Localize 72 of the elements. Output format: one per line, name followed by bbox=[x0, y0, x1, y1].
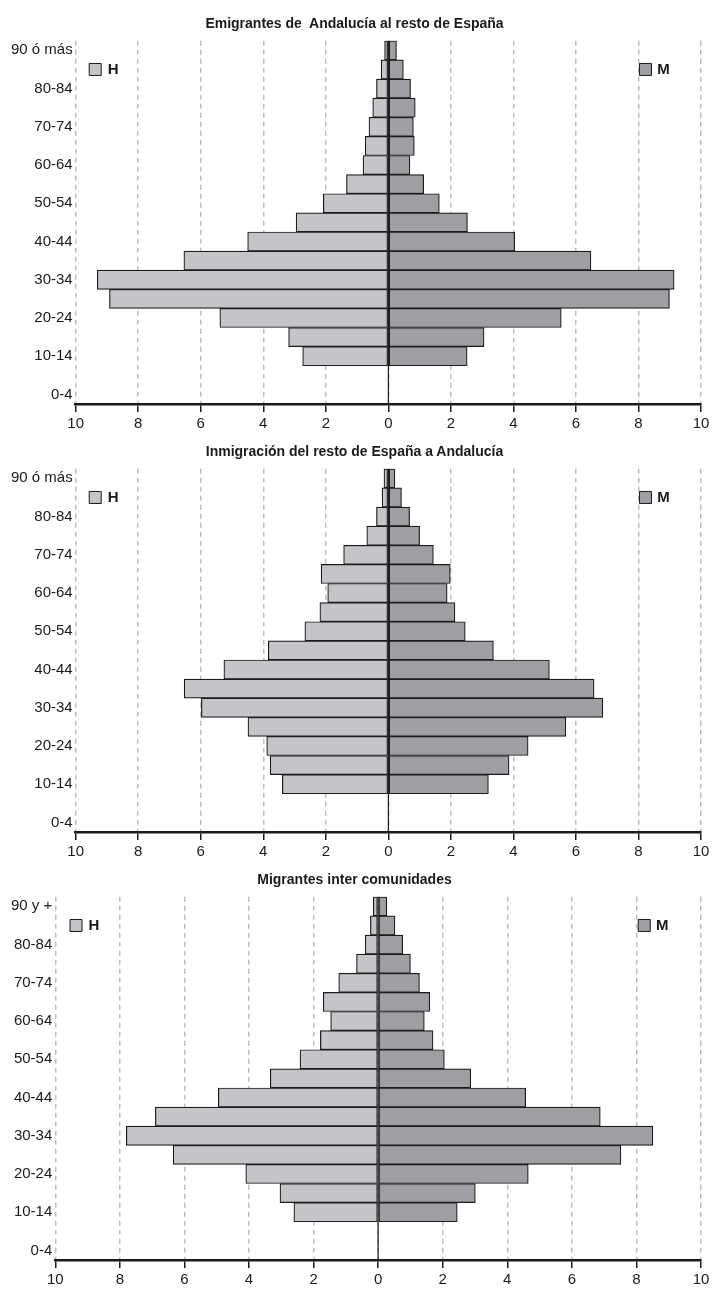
y-tick-label: 70-74 bbox=[34, 544, 73, 562]
x-tick-label: 10 bbox=[692, 414, 710, 432]
x-tick-label: 6 bbox=[567, 1270, 577, 1288]
x-tick-label: 6 bbox=[571, 414, 581, 432]
x-tick-label: 2 bbox=[321, 842, 330, 860]
y-tick-label: 80-84 bbox=[34, 506, 73, 524]
legend-label: H bbox=[88, 915, 100, 933]
legend-label: M bbox=[657, 59, 670, 77]
x-tick-label: 8 bbox=[634, 842, 643, 860]
y-tick-label: 80-84 bbox=[34, 78, 73, 96]
x-tick-label: 6 bbox=[196, 414, 205, 432]
x-tick-label: 4 bbox=[259, 414, 268, 432]
x-tick-label: 10 bbox=[67, 414, 85, 432]
x-tick-label: 0 bbox=[384, 842, 393, 860]
y-tick-label: 80-84 bbox=[13, 934, 53, 952]
y-tick-label: 50-54 bbox=[34, 193, 73, 211]
y-tick-label: 30-34 bbox=[34, 269, 73, 287]
y-tick-label: 30-34 bbox=[34, 697, 73, 715]
y-tick-label: 90 y + bbox=[11, 896, 53, 914]
x-tick-label: 4 bbox=[509, 414, 518, 432]
chart-title: Emigrantes de Andalucía al resto de España bbox=[205, 15, 504, 32]
y-tick-label: 50-54 bbox=[13, 1049, 53, 1067]
x-tick-label: 8 bbox=[134, 842, 143, 860]
y-tick-label: 40-44 bbox=[34, 659, 73, 677]
x-tick-label: 6 bbox=[571, 842, 581, 860]
legend-label: H bbox=[107, 59, 119, 77]
y-tick-label: 50-54 bbox=[34, 621, 73, 639]
y-tick-label: 10-14 bbox=[34, 774, 73, 792]
y-tick-label: 20-24 bbox=[34, 736, 73, 754]
legend-label: H bbox=[107, 487, 119, 505]
chart-title: Migrantes inter comunidades bbox=[257, 871, 452, 888]
x-tick-label: 6 bbox=[196, 842, 205, 860]
y-tick-label: 10-14 bbox=[13, 1202, 53, 1220]
x-tick-label: 8 bbox=[632, 1270, 641, 1288]
y-tick-label: 60-64 bbox=[34, 155, 73, 173]
x-tick-label: 8 bbox=[634, 414, 643, 432]
y-tick-label: 0-4 bbox=[51, 812, 73, 830]
y-tick-label: 10-14 bbox=[34, 346, 73, 364]
y-tick-label: 70-74 bbox=[34, 116, 73, 134]
x-tick-label: 10 bbox=[692, 842, 710, 860]
y-tick-label: 90 ó más bbox=[11, 468, 73, 486]
x-tick-label: 4 bbox=[244, 1270, 254, 1288]
legend-label: M bbox=[657, 487, 670, 505]
x-tick-label: 2 bbox=[446, 842, 456, 860]
x-tick-label: 10 bbox=[67, 842, 85, 860]
x-tick-label: 0 bbox=[373, 1270, 383, 1288]
legend-label: M bbox=[656, 915, 669, 933]
x-tick-label: 4 bbox=[509, 842, 518, 860]
x-tick-label: 10 bbox=[692, 1270, 710, 1288]
y-tick-label: 60-64 bbox=[34, 583, 73, 601]
y-tick-label: 60-64 bbox=[13, 1011, 53, 1029]
x-tick-label: 8 bbox=[134, 414, 143, 432]
x-tick-label: 10 bbox=[46, 1270, 64, 1288]
x-tick-label: 2 bbox=[321, 414, 330, 432]
y-tick-label: 20-24 bbox=[13, 1164, 53, 1182]
x-tick-label: 2 bbox=[309, 1270, 318, 1288]
y-tick-label: 0-4 bbox=[30, 1240, 53, 1258]
x-tick-label: 2 bbox=[446, 414, 456, 432]
y-tick-label: 40-44 bbox=[34, 231, 73, 249]
y-tick-label: 0-4 bbox=[51, 384, 73, 402]
y-tick-label: 30-34 bbox=[13, 1125, 53, 1143]
y-tick-label: 90 ó más bbox=[11, 40, 73, 58]
x-tick-label: 2 bbox=[438, 1270, 447, 1288]
y-tick-label: 20-24 bbox=[34, 308, 73, 326]
x-tick-label: 0 bbox=[384, 414, 393, 432]
y-tick-label: 70-74 bbox=[13, 972, 53, 990]
x-tick-label: 4 bbox=[503, 1270, 512, 1288]
y-tick-label: 40-44 bbox=[13, 1087, 53, 1105]
x-tick-label: 6 bbox=[180, 1270, 189, 1288]
x-tick-label: 4 bbox=[259, 842, 268, 860]
x-tick-label: 8 bbox=[115, 1270, 125, 1288]
chart-title: Inmigración del resto de España a Andalucía bbox=[205, 443, 504, 460]
